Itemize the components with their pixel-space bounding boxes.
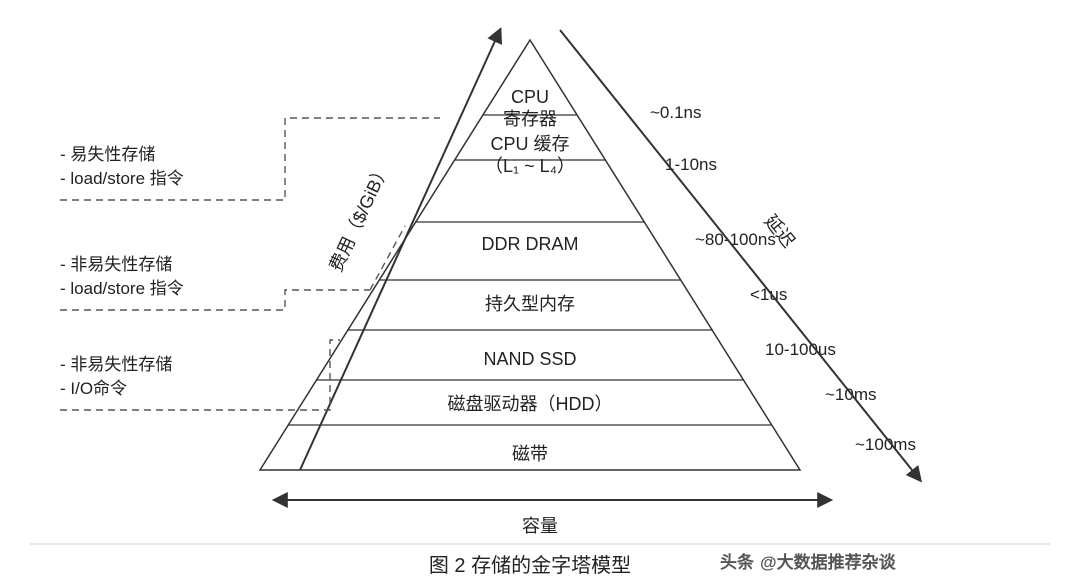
note-line: - load/store 指令	[60, 279, 184, 298]
watermark-text: @大数据推荐杂谈	[760, 552, 897, 572]
latency-arrow	[560, 30, 920, 480]
level-label: CPU 缓存	[490, 134, 569, 154]
level-label: 寄存器	[503, 109, 557, 129]
left-annotation-groups: - 易失性存储 - load/store 指令 - 非易失性存储 - load/sto…	[60, 118, 440, 410]
note-line: - I/O命令	[60, 379, 127, 398]
note-line: - 非易失性存储	[60, 255, 172, 274]
level-label: 持久型内存	[485, 294, 575, 314]
latency-label: 10-100us	[765, 340, 836, 359]
latency-label: ~0.1ns	[650, 103, 702, 122]
watermark: 头条 @大数据推荐杂谈	[720, 552, 897, 572]
level-label: NAND SSD	[483, 349, 576, 369]
figure-caption: 图 2 存储的金字塔模型	[429, 554, 631, 577]
cost-arrow-label: 费用（$/GiB）	[326, 160, 394, 275]
note-connector	[60, 340, 340, 410]
latency-label: <1us	[750, 285, 787, 304]
level-label: CPU	[511, 87, 549, 107]
level-label: 磁盘驱动器（HDD）	[448, 394, 613, 414]
note-line: - 非易失性存储	[60, 355, 172, 374]
axis-arrows: 费用（$/GiB）延迟容量	[275, 30, 920, 536]
level-label: DDR DRAM	[482, 234, 579, 254]
pyramid-levels: CPU寄存器 CPU 缓存（L₁ ~ L₄） DDR DRAM 持久型内存 NAND S…	[448, 87, 613, 464]
latency-labels: ~0.1ns1-10ns~80-100ns<1us10-100us~10ms~1…	[650, 103, 916, 454]
capacity-arrow-label: 容量	[522, 516, 558, 536]
note-line: - 易失性存储	[60, 145, 155, 164]
level-label: （L₁ ~ L₄）	[485, 156, 575, 176]
level-label: 磁带	[512, 444, 548, 464]
latency-label: ~80-100ns	[695, 230, 776, 249]
watermark-prefix: 头条	[720, 552, 755, 572]
note-line: - load/store 指令	[60, 169, 184, 188]
